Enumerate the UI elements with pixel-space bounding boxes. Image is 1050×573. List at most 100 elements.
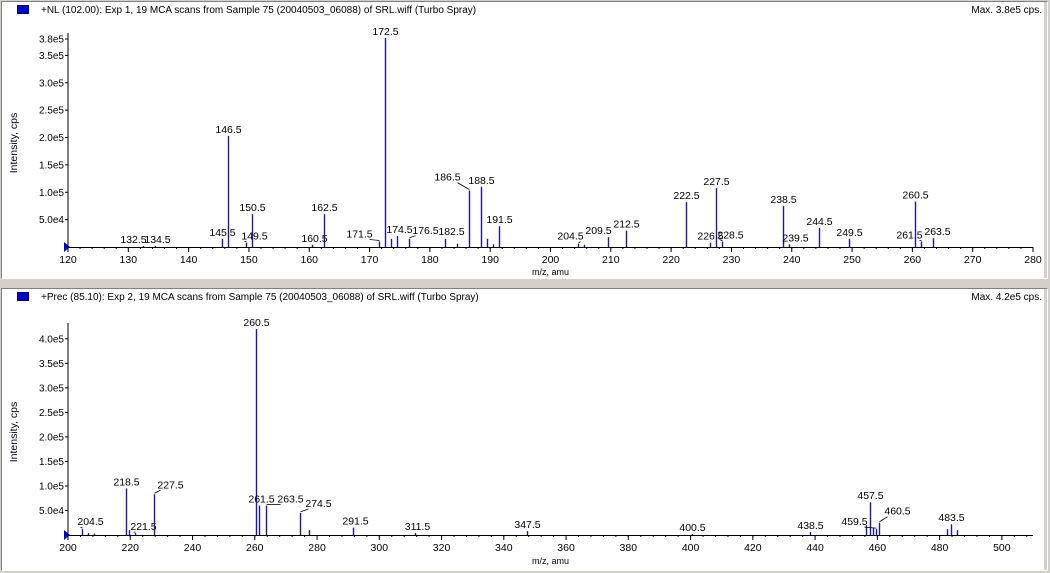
x-axis-label: m/z, amu [532,556,569,566]
peak-label: 145.5 [209,227,235,239]
x-tick-label: 120 [59,254,77,266]
spectrum-plot-2[interactable]: 200 220 240 260 280 300 320 340 360 380 400 420 440 4… [2,289,1047,570]
y-tick-label: 3.0e5 [39,383,64,394]
chart-title: +Prec (85.10): Exp 2, 19 MCA scans from … [41,292,479,303]
peak-label: 347.5 [514,519,540,531]
x-tick-label: 480 [931,542,949,554]
peak-label: 291.5 [342,516,368,528]
y-tick-label: 3.5e5 [39,359,64,370]
x-tick-label: 300 [371,542,389,554]
peak-label: 400.5 [679,522,705,534]
x-tick-label: 420 [744,542,762,554]
peak-label: 209.5 [585,225,611,237]
peak-label: 274.5 [305,498,331,510]
y-tick-label: 2.0e5 [39,432,64,443]
peak-label: 239.5 [782,232,808,244]
origin-marker-icon [64,242,70,252]
x-tick-label: 360 [557,542,575,554]
peak-label: 221.5 [130,521,156,533]
peak-label-leader [864,526,877,529]
x-axis-label: m/z, amu [532,267,569,277]
peak-label-leader [879,516,888,523]
peak-label: 204.5 [557,231,583,243]
chart-title: +NL (102.00): Exp 1, 19 MCA scans from S… [41,5,477,16]
y-tick-label: 3.0e5 [39,78,64,89]
y-tick-label: 1.5e5 [39,160,64,171]
x-tick-label: 180 [421,254,439,266]
peak-label-leader [300,508,309,513]
spectrum-plot-1[interactable]: 120 130 140 150 160 170 180 190 200 210 220 230 240 2… [2,2,1047,278]
x-tick-label: 270 [964,254,982,266]
peak-label-leader [409,235,416,239]
peak-label: 188.5 [468,175,494,187]
peak-label: 263.5 [924,226,950,238]
peak-label: 260.5 [243,317,269,329]
peak-label: 483.5 [938,512,964,524]
peak-label-leader [578,241,581,244]
peak-label: 134.5 [144,234,170,246]
peak-label: 146.5 [215,124,241,136]
pane-splitter[interactable] [1044,2,1047,278]
x-tick-label: 220 [662,254,680,266]
x-tick-label: 140 [180,254,198,266]
peak-label: 218.5 [113,476,139,488]
series-color-swatch[interactable] [17,292,29,301]
y-tick-label: 1.0e5 [39,188,64,199]
peak-label: 244.5 [806,216,832,228]
pane-splitter[interactable] [1044,289,1047,570]
x-tick-label: 160 [300,254,318,266]
peak-label: 222.5 [673,190,699,202]
peak-label: 186.5 [434,172,460,184]
x-tick-label: 340 [495,542,513,554]
max-intensity-label: Max. 3.8e5 cps. [971,5,1042,16]
x-tick-label: 400 [682,542,700,554]
y-tick-label: 2.0e5 [39,133,64,144]
peak-label: 162.5 [311,202,337,214]
x-tick-label: 190 [481,254,499,266]
peak-label-leader [154,489,161,494]
x-tick-label: 440 [806,542,824,554]
peak-label-leader [80,526,83,529]
y-axis-label: Intensity, cps [8,113,20,174]
series-color-swatch[interactable] [17,5,29,14]
y-tick-label: 3.8e5 [39,35,64,46]
max-intensity-label: Max. 4.2e5 cps. [971,292,1042,303]
peak-label: 227.5 [703,176,729,188]
y-tick-label: 1.5e5 [39,457,64,468]
peak-label: 228.5 [717,230,743,242]
peak-label-leader [457,182,470,190]
x-tick-label: 500 [993,542,1011,554]
peak-label: 261.5 [248,494,274,506]
y-tick-label: 3.5e5 [39,51,64,62]
y-tick-label: 1.0e5 [39,481,64,492]
peak-label: 460.5 [884,506,910,518]
x-tick-label: 380 [620,542,638,554]
x-tick-label: 170 [361,254,379,266]
x-tick-label: 280 [1024,254,1042,266]
peak-label: 149.5 [241,231,267,243]
peak-label: 238.5 [770,194,796,206]
peak-label: 176.5 [412,225,438,237]
spectrum-pane-2: +Prec (85.10): Exp 2, 19 MCA scans from … [1,288,1048,571]
x-tick-label: 320 [433,542,451,554]
peak-label: 227.5 [157,479,183,491]
x-tick-label: 260 [904,254,922,266]
peak-label: 459.5 [841,516,867,528]
spectrum-pane-1: +NL (102.00): Exp 1, 19 MCA scans from S… [1,1,1048,279]
peak-label: 311.5 [405,521,431,533]
x-tick-label: 200 [542,254,560,266]
x-tick-label: 250 [843,254,861,266]
x-tick-label: 240 [184,542,202,554]
y-tick-label: 2.5e5 [39,408,64,419]
x-tick-label: 260 [246,542,264,554]
x-tick-label: 150 [240,254,258,266]
peak-label: 204.5 [77,516,103,528]
peak-label: 212.5 [613,219,639,231]
x-tick-label: 230 [723,254,741,266]
peak-label: 182.5 [438,226,464,238]
peak-label: 132.5 [120,234,146,246]
x-tick-label: 240 [783,254,801,266]
x-tick-label: 130 [120,254,138,266]
peak-label: 150.5 [239,202,265,214]
peak-label: 249.5 [836,227,862,239]
